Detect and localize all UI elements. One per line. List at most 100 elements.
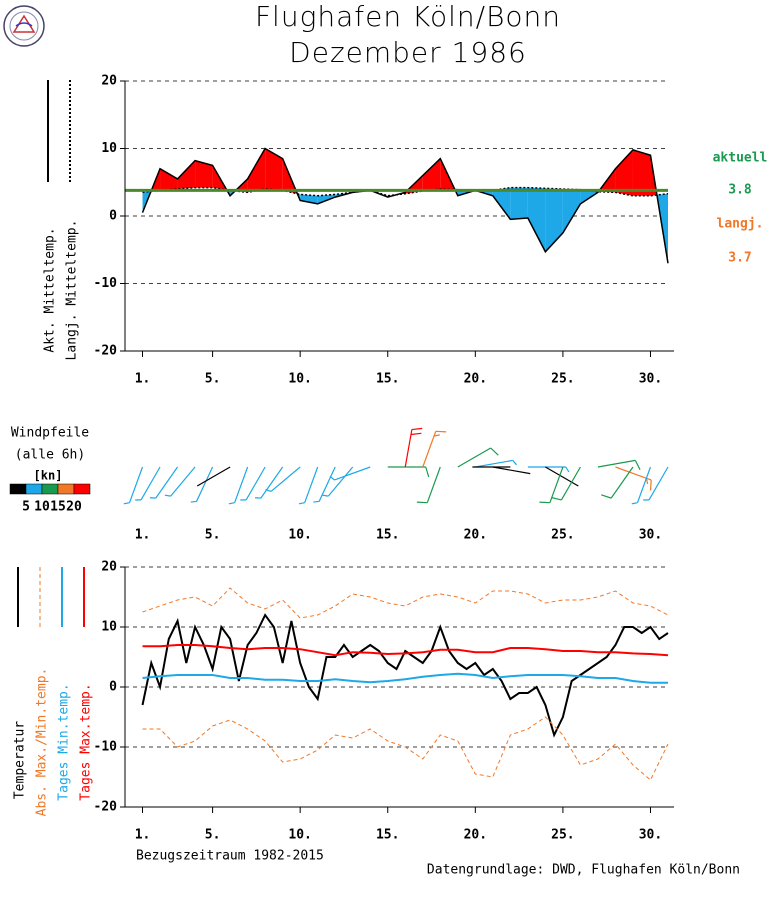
- anomaly-fill: [177, 160, 196, 189]
- barb-staff: [597, 459, 636, 468]
- x-tick-label: 10.: [288, 528, 311, 543]
- x-tick-label: 20.: [464, 828, 487, 843]
- wind-barb: [298, 466, 319, 505]
- legend-label: Langj. Mitteltemp.: [65, 220, 80, 361]
- y-tick-label: 10: [101, 620, 117, 635]
- barb-staff: [260, 466, 284, 499]
- barb-staff: [318, 466, 336, 502]
- barb-staff: [610, 466, 634, 499]
- wind-barb: [313, 466, 336, 503]
- wind-subtitle: (alle 6h): [15, 448, 85, 463]
- barb-feather: [164, 494, 171, 497]
- legend-label: Abs. Max./Min.temp.: [35, 668, 50, 817]
- anomaly-fill: [562, 189, 581, 233]
- barb-staff: [140, 466, 161, 501]
- barb-feather: [265, 488, 272, 492]
- x-tick-label: 1.: [135, 828, 151, 843]
- source: Datengrundlage: DWD, Flughafen Köln/Bonn: [427, 863, 740, 878]
- wind-barb: [597, 459, 641, 470]
- barb-staff: [560, 466, 581, 501]
- colorbar-segment: [73, 483, 91, 495]
- x-tick-label: 10.: [288, 828, 311, 843]
- x-tick-label: 25.: [551, 372, 574, 387]
- x-tick-label: 25.: [551, 528, 574, 543]
- colorbar-label: 10: [34, 500, 50, 515]
- barb-feather: [649, 479, 652, 491]
- wind-barb: [422, 430, 447, 468]
- colorbar-label: 15: [50, 500, 66, 515]
- x-tick-label: 15.: [376, 528, 399, 543]
- page-subtitle: Dezember 1986: [289, 36, 527, 69]
- barb-staff: [475, 459, 513, 468]
- page-title: Flughafen Köln/Bonn: [255, 0, 561, 33]
- barb-feather: [634, 460, 641, 470]
- legend-label: Tages Max.temp.: [79, 683, 94, 800]
- wind-title: Windpfeile: [11, 426, 89, 441]
- y-tick-label: -10: [94, 276, 118, 291]
- y-tick-label: -10: [94, 740, 118, 755]
- barb-feather: [433, 434, 440, 437]
- anomaly-fill: [527, 187, 546, 252]
- barb-feather: [416, 501, 428, 504]
- barb-staff: [492, 466, 531, 475]
- legend-label: Akt. Mitteltemp.: [43, 227, 58, 352]
- barb-feather: [329, 475, 335, 481]
- y-tick-label: 20: [101, 74, 117, 89]
- anomaly-fill: [510, 187, 528, 220]
- wind-barb: [539, 466, 564, 504]
- wind-barb: [387, 466, 430, 478]
- mean-value: 3.7: [728, 251, 751, 266]
- anomaly-fill: [300, 194, 318, 204]
- wind-barb: [228, 466, 249, 505]
- colorbar-segment: [9, 483, 27, 495]
- wind-barb: [135, 466, 161, 501]
- series-line: [141, 147, 669, 264]
- x-tick-label: 10.: [288, 372, 311, 387]
- wind-barb: [123, 466, 144, 505]
- barb-feather: [565, 466, 570, 473]
- anomaly-fill: [247, 148, 266, 193]
- barb-feather: [539, 501, 550, 504]
- barb-staff: [234, 466, 249, 503]
- y-tick-label: 10: [101, 141, 117, 156]
- barb-feather: [123, 502, 130, 505]
- wind-barb: [545, 466, 579, 487]
- barb-feather: [425, 466, 430, 478]
- anomaly-fill: [615, 149, 633, 196]
- anomaly-fill: [160, 168, 178, 191]
- wind-barb: [196, 466, 231, 487]
- anomaly-fill: [422, 158, 441, 192]
- wind-barb: [527, 466, 570, 473]
- wind-barb: [254, 466, 284, 499]
- colorbar-segment: [57, 483, 75, 495]
- barb-feather: [512, 460, 518, 466]
- wind-barb: [492, 466, 531, 475]
- barb-feather: [190, 500, 197, 503]
- y-tick-label: 20: [101, 560, 117, 575]
- wind-barb: [551, 466, 581, 501]
- colorbar-label: 5: [22, 500, 30, 515]
- y-tick-label: -20: [94, 344, 118, 359]
- barb-feather: [228, 502, 235, 505]
- barb-feather: [411, 427, 423, 431]
- anomaly-fill: [195, 160, 213, 188]
- anomaly-fill: [492, 187, 511, 220]
- wind-barb: [190, 466, 214, 503]
- colorbar-label: 20: [66, 500, 82, 515]
- x-tick-label: 30.: [639, 372, 662, 387]
- x-tick-label: 5.: [205, 528, 221, 543]
- barb-staff: [196, 466, 231, 487]
- barb-staff: [195, 466, 214, 502]
- barb-staff: [170, 466, 196, 497]
- wind-barb: [149, 466, 179, 499]
- series-line: [142, 672, 668, 684]
- wind-barb: [601, 466, 634, 499]
- barb-staff: [648, 466, 669, 501]
- barb-staff: [304, 466, 319, 503]
- anomaly-fill: [632, 149, 651, 196]
- legend-label: Temperatur: [13, 721, 28, 799]
- wind-unit: [kn]: [34, 469, 63, 483]
- barb-staff: [426, 466, 441, 503]
- barb-staff: [457, 447, 492, 468]
